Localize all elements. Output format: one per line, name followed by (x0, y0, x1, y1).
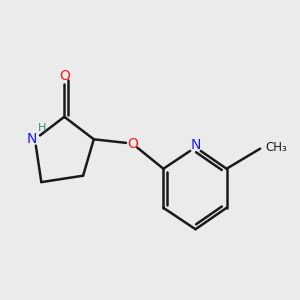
Text: N: N (26, 132, 37, 146)
Text: CH₃: CH₃ (265, 141, 287, 154)
Text: O: O (127, 136, 138, 151)
Text: O: O (59, 69, 70, 82)
Text: N: N (190, 138, 201, 152)
Text: H: H (38, 122, 46, 133)
